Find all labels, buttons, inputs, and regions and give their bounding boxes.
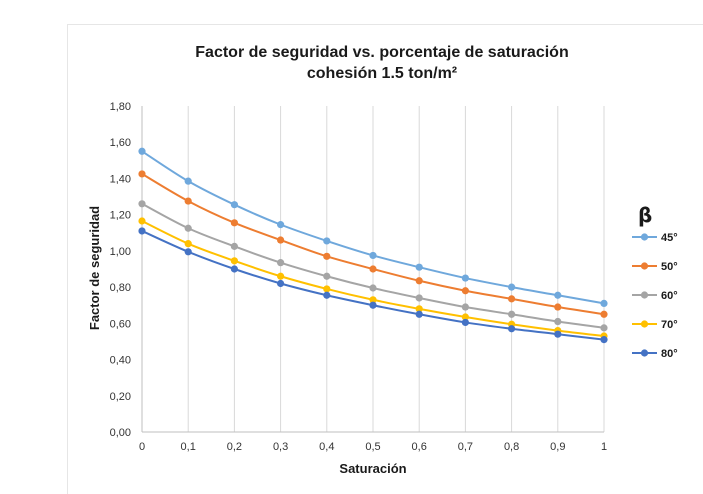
data-point-60° <box>600 324 608 332</box>
data-point-60° <box>277 259 285 267</box>
data-point-45° <box>277 221 285 229</box>
data-point-50° <box>323 252 331 260</box>
legend-marker-45° <box>640 233 649 241</box>
legend-label-45°: 45° <box>661 232 678 244</box>
x-tick-label: 0,1 <box>181 441 196 453</box>
chart-subtitle: cohesión 1.5 ton/m² <box>307 65 457 82</box>
data-point-45° <box>554 291 562 299</box>
y-tick-label: 1,80 <box>110 101 131 113</box>
y-tick-label: 1,60 <box>110 137 131 149</box>
legend-marker-70° <box>640 320 649 328</box>
data-point-50° <box>554 303 562 311</box>
data-point-70° <box>415 305 423 313</box>
legend-label-70°: 70° <box>661 319 678 331</box>
y-axis-title: Factor de seguridad <box>87 206 102 330</box>
data-point-45° <box>461 274 469 282</box>
legend-label-80°: 80° <box>661 348 678 360</box>
data-point-60° <box>184 224 192 232</box>
data-point-45° <box>323 237 331 245</box>
data-point-45° <box>369 251 377 260</box>
data-point-60° <box>138 200 146 208</box>
data-point-80° <box>138 227 146 235</box>
data-point-80° <box>461 318 469 327</box>
data-point-70° <box>230 257 238 265</box>
data-point-70° <box>138 217 146 225</box>
data-point-80° <box>277 279 285 288</box>
data-point-50° <box>461 287 469 295</box>
legend-marker-60° <box>640 291 649 299</box>
y-tick-label: 1,40 <box>110 173 131 185</box>
y-tick-label: 0,40 <box>110 355 131 367</box>
y-tick-label: 0,20 <box>110 391 131 403</box>
y-tick-label: 1,00 <box>110 246 131 258</box>
data-point-50° <box>277 236 285 244</box>
x-tick-label: 0 <box>139 441 145 453</box>
data-point-50° <box>230 219 238 227</box>
data-point-60° <box>323 272 331 280</box>
data-point-60° <box>461 303 469 311</box>
data-point-60° <box>554 317 562 326</box>
data-point-50° <box>508 295 516 303</box>
data-point-50° <box>415 277 423 285</box>
data-point-80° <box>323 291 331 299</box>
data-point-50° <box>184 197 192 205</box>
x-tick-label: 0,2 <box>227 441 242 453</box>
y-tick-label: 0,60 <box>110 318 131 330</box>
x-tick-label: 0,5 <box>365 441 380 453</box>
data-point-80° <box>600 336 608 344</box>
data-point-50° <box>138 170 146 178</box>
y-tick-label: 0,80 <box>110 282 131 294</box>
data-point-45° <box>138 147 146 155</box>
data-point-70° <box>369 296 377 304</box>
legend-marker-80° <box>640 349 649 357</box>
data-point-80° <box>369 301 377 309</box>
legend-label-60°: 60° <box>661 290 678 302</box>
x-axis-title: Saturación <box>339 461 406 476</box>
data-point-60° <box>508 310 516 318</box>
data-point-45° <box>508 283 516 291</box>
legend-title: β <box>638 203 652 227</box>
legend-marker-50° <box>640 262 649 270</box>
data-point-80° <box>554 330 562 338</box>
x-tick-labels: 0 0,1 0,2 0,3 0,4 0,5 0,6 0,7 0,8 0,9 1 <box>139 441 607 453</box>
data-point-45° <box>230 201 238 209</box>
legend-label-50°: 50° <box>661 261 678 273</box>
x-tick-label: 0,7 <box>458 441 473 453</box>
x-tick-label: 0,3 <box>273 441 288 453</box>
data-point-70° <box>184 240 192 248</box>
data-point-45° <box>415 263 423 271</box>
data-point-80° <box>415 310 423 318</box>
data-point-80° <box>508 325 516 333</box>
legend: β 45° 50° 60° 70° 80° <box>632 203 678 360</box>
chart-title: Factor de seguridad vs. porcentaje de sa… <box>195 44 568 61</box>
data-point-80° <box>230 265 238 273</box>
axes <box>141 106 604 433</box>
data-point-45° <box>600 299 608 308</box>
data-point-50° <box>369 265 377 273</box>
x-tick-label: 0,6 <box>412 441 427 453</box>
x-tick-label: 0,9 <box>550 441 565 453</box>
series-lines <box>138 147 608 344</box>
y-tick-labels: 0,00 0,20 0,40 0,60 0,80 1,00 1,20 1,40 1,60 1,80 <box>110 101 131 439</box>
x-tick-label: 0,8 <box>504 441 519 453</box>
x-tick-label: 1 <box>601 441 607 453</box>
data-point-60° <box>369 284 377 292</box>
data-point-70° <box>277 272 285 280</box>
data-point-45° <box>184 177 192 185</box>
y-tick-label: 1,20 <box>110 210 131 222</box>
data-point-60° <box>230 242 238 250</box>
x-tick-label: 0,4 <box>319 441 334 453</box>
data-point-80° <box>184 248 192 256</box>
data-point-70° <box>323 285 331 293</box>
data-point-50° <box>600 310 608 318</box>
gridlines <box>187 106 605 432</box>
data-point-70° <box>461 313 469 321</box>
data-point-60° <box>415 294 423 302</box>
y-tick-label: 0,00 <box>110 427 131 439</box>
